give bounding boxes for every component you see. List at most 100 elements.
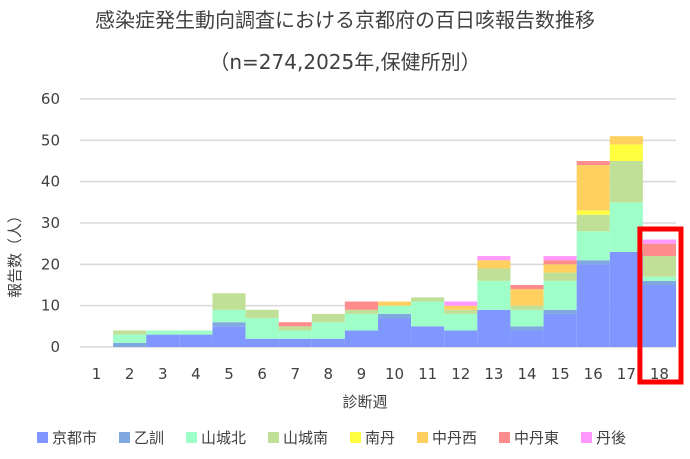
- bar-segment: [510, 289, 544, 306]
- x-tick-label: 9: [357, 365, 367, 383]
- legend-swatch: [350, 432, 361, 443]
- bar-segment: [543, 309, 577, 314]
- bar-segment: [609, 202, 643, 252]
- legend-swatch: [119, 432, 130, 443]
- x-tick-label: 8: [324, 365, 334, 383]
- bar-segment: [378, 318, 412, 347]
- bar-segment: [278, 338, 312, 347]
- bar-segment: [278, 326, 312, 331]
- bar-segment: [642, 280, 676, 285]
- legend-item: 中丹西: [417, 429, 477, 447]
- bar-segment: [642, 239, 676, 244]
- bar-segment: [378, 301, 412, 306]
- legend-label: 山城北: [201, 429, 246, 447]
- bar-segment: [444, 330, 478, 347]
- x-tick-label: 5: [224, 365, 234, 383]
- legend-label: 南丹: [365, 429, 395, 447]
- bar-segment: [344, 330, 378, 347]
- x-tick-label: 6: [257, 365, 267, 383]
- x-tick-label: 18: [650, 365, 669, 383]
- chart-subtitle: （n=274,2025年,保健所別）: [209, 50, 480, 74]
- bar-segment: [642, 276, 676, 281]
- legend-label: 山城南: [283, 429, 328, 447]
- bar-segment: [344, 309, 378, 314]
- y-tick-label: 30: [41, 214, 60, 232]
- legend-swatch: [186, 432, 197, 443]
- bar-segment: [344, 301, 378, 310]
- bar-segment: [510, 285, 544, 290]
- bar-segment: [278, 330, 312, 339]
- bar-segment: [642, 243, 676, 257]
- bar-segment: [609, 161, 643, 203]
- y-tick-label: 10: [41, 297, 60, 315]
- bar-segment: [311, 322, 345, 339]
- legend-item: 山城南: [268, 429, 328, 447]
- bar-segment: [510, 330, 544, 347]
- bar-segment: [576, 260, 610, 265]
- legend-label: 乙訓: [134, 429, 164, 447]
- bar-segment: [212, 322, 246, 327]
- legend-item: 山城北: [186, 429, 246, 447]
- y-tick-label: 50: [41, 131, 60, 149]
- bar-segment: [510, 309, 544, 327]
- x-axis-label: 診断週: [342, 393, 387, 411]
- y-tick-labels: 0 10 20 30 40 50 60: [41, 90, 60, 356]
- x-tick-label: 14: [517, 365, 536, 383]
- bar-segment: [146, 334, 180, 347]
- bar-segment: [212, 309, 246, 323]
- highlight-rectangle: [637, 226, 684, 385]
- x-tick-label: 3: [158, 365, 168, 383]
- y-tick-label: 40: [41, 173, 60, 191]
- legend-swatch: [417, 432, 428, 443]
- bar-segment: [245, 309, 279, 319]
- bar-segment: [576, 264, 610, 347]
- bar-segment: [444, 305, 478, 310]
- legend-swatch: [268, 432, 279, 443]
- bar-segment: [543, 260, 577, 265]
- x-tick-label: 2: [125, 365, 135, 383]
- x-tick-label: 15: [551, 365, 570, 383]
- bar-segment: [411, 297, 445, 302]
- legend-item: 中丹東: [499, 429, 559, 447]
- legend-label: 中丹東: [514, 429, 559, 447]
- bar-segment: [278, 322, 312, 327]
- bar-segment: [212, 326, 246, 347]
- bar-segment: [543, 264, 577, 273]
- chart-title: 感染症発生動向調査における京都府の百日咳報告数推移: [95, 8, 595, 32]
- bar-segment: [609, 144, 643, 161]
- bar-segment: [609, 251, 643, 347]
- bar-segment: [576, 210, 610, 215]
- legend-item: 京都市: [37, 429, 97, 447]
- y-axis-label: 報告数（人）: [6, 208, 24, 298]
- bar-segment: [510, 326, 544, 331]
- bar-segment: [245, 338, 279, 347]
- bar-segment: [411, 301, 445, 327]
- legend-label: 中丹西: [432, 429, 477, 447]
- bar-segment: [179, 334, 213, 347]
- y-tick-label: 60: [41, 90, 60, 108]
- x-tick-label: 4: [191, 365, 201, 383]
- bar-segment: [576, 165, 610, 211]
- bar-segment: [179, 330, 213, 335]
- bar-segment: [311, 338, 345, 347]
- bar-segment: [311, 313, 345, 323]
- bar-segment: [378, 305, 412, 314]
- bar-segment: [444, 309, 478, 314]
- legend-swatch: [499, 432, 510, 443]
- x-tick-label: 17: [617, 365, 636, 383]
- x-tick-label: 1: [92, 365, 102, 383]
- bar-segment: [576, 161, 610, 166]
- x-tick-label: 7: [290, 365, 300, 383]
- bar-segment: [477, 268, 511, 281]
- bar-segment: [146, 330, 180, 335]
- x-tick-label: 13: [484, 365, 503, 383]
- x-tick-labels: 1 2 3 4 5 6 7 8 9 10 11 12 13 14 15 16 17 18: [92, 365, 669, 383]
- bar-segment: [444, 301, 478, 306]
- bar-segment: [543, 280, 577, 310]
- legend-label: 京都市: [52, 429, 97, 447]
- bar-segment: [113, 330, 147, 335]
- bar-segment: [477, 260, 511, 269]
- bars: [113, 136, 676, 347]
- bar-segment: [113, 334, 147, 343]
